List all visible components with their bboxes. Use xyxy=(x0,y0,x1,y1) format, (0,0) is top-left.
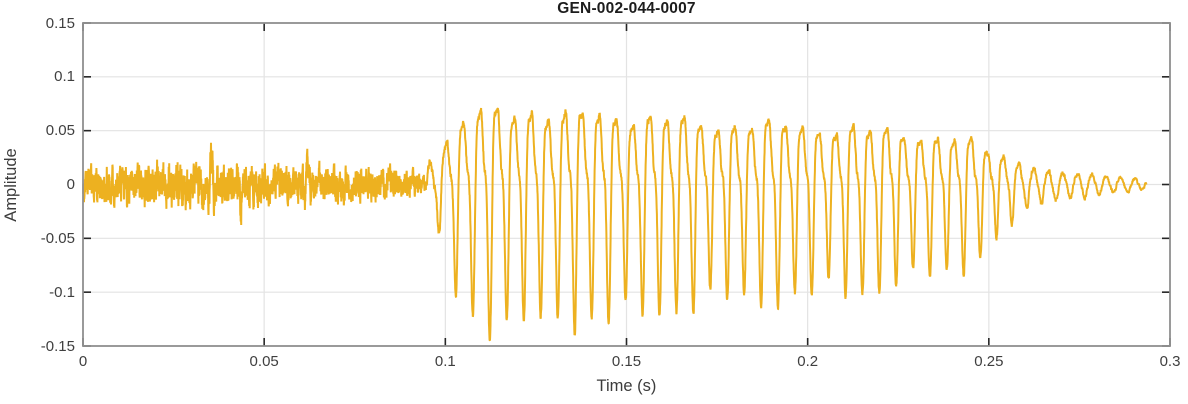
y-tick-label-0.15: 0.15 xyxy=(45,14,75,32)
waveform-trace xyxy=(82,107,1148,342)
x-tick-label-0: 0 xyxy=(78,353,88,370)
chart-title: GEN-002-044-0007 xyxy=(557,0,696,17)
x-tick-label-0.15: 0.15 xyxy=(611,353,642,370)
y-tick-label--0.05: -0.05 xyxy=(40,229,75,247)
x-tick-label-0.2: 0.2 xyxy=(797,353,819,370)
x-tick-label-0.1: 0.1 xyxy=(434,353,456,370)
axes-box xyxy=(82,22,1171,347)
y-tick-label-0.05: 0.05 xyxy=(45,122,75,140)
y-tick-label-0: 0 xyxy=(66,176,75,193)
y-tick-label--0.15: -0.15 xyxy=(40,337,75,355)
x-tick-label-0.3: 0.3 xyxy=(1159,353,1181,370)
x-axis-label: Time (s) xyxy=(596,377,657,395)
y-tick-label-0.1: 0.1 xyxy=(54,68,75,86)
x-tick-label-0.25: 0.25 xyxy=(974,353,1004,370)
x-tick-label-0.05: 0.05 xyxy=(249,353,279,370)
y-tick-label--0.1: -0.1 xyxy=(49,283,75,301)
